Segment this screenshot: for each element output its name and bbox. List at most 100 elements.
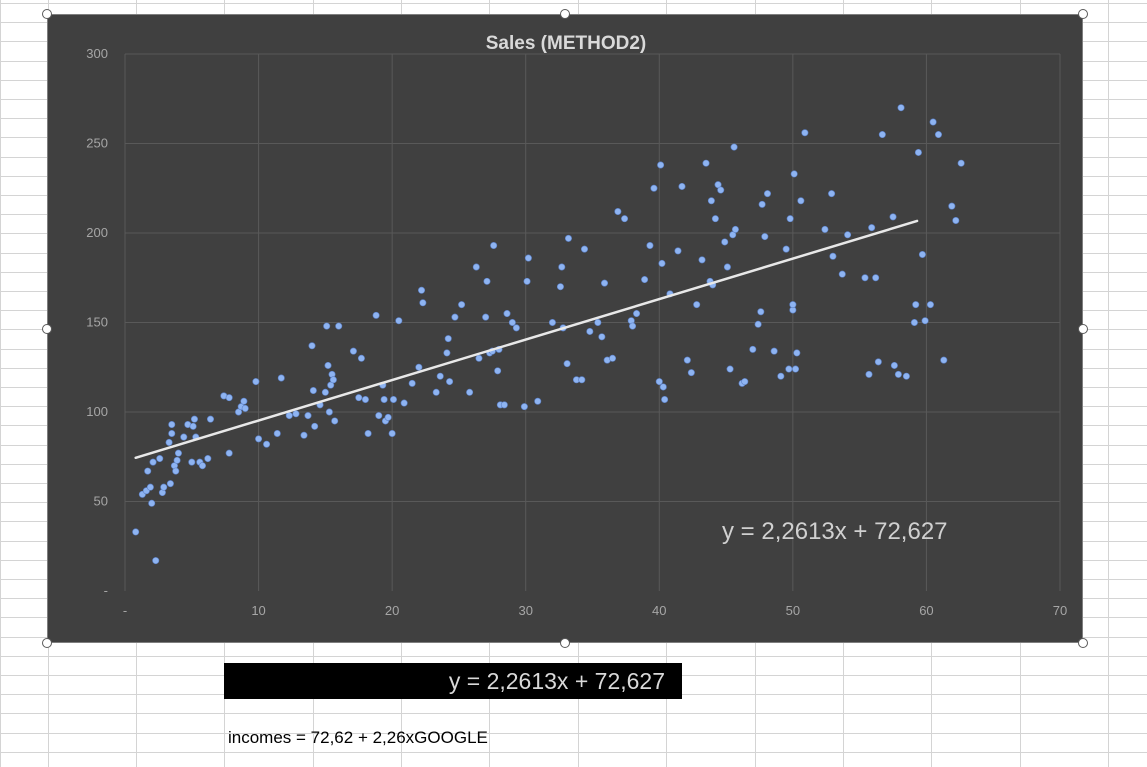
data-point — [189, 422, 197, 430]
data-point — [335, 322, 343, 330]
data-point — [466, 388, 474, 396]
data-point — [785, 365, 793, 373]
x-tick-label: 50 — [786, 603, 800, 618]
resize-handle[interactable] — [1078, 323, 1088, 334]
data-point — [364, 429, 372, 437]
data-point — [180, 433, 188, 441]
data-point — [865, 370, 873, 378]
x-tick-label: 40 — [652, 603, 666, 618]
data-point — [241, 404, 249, 412]
data-point — [868, 224, 876, 232]
data-point — [646, 242, 654, 250]
data-point — [897, 104, 905, 112]
data-point — [614, 208, 622, 216]
data-point — [894, 370, 902, 378]
trendline-equation[interactable]: y = 2,2613x + 72,627 — [722, 518, 948, 545]
data-point — [763, 190, 771, 198]
resize-handle[interactable] — [42, 638, 52, 648]
data-point — [929, 118, 937, 126]
data-point — [458, 301, 466, 309]
data-point — [446, 378, 454, 386]
data-point — [349, 347, 357, 355]
data-point — [578, 376, 586, 384]
data-point — [761, 233, 769, 241]
data-point — [657, 161, 665, 169]
data-points — [132, 104, 965, 565]
data-point — [829, 252, 837, 260]
data-point — [707, 197, 715, 205]
data-point — [152, 557, 160, 565]
data-point — [777, 372, 785, 380]
data-point — [240, 397, 248, 405]
data-point — [166, 480, 174, 488]
data-point — [633, 310, 641, 318]
x-tick-label: 70 — [1053, 603, 1067, 618]
data-point — [556, 283, 564, 291]
data-point — [821, 225, 829, 233]
formula-cell[interactable]: y = 2,2613x + 72,627 — [224, 663, 682, 699]
data-point — [408, 379, 416, 387]
data-point — [698, 256, 706, 264]
income-note-cell[interactable]: incomes = 72,62 + 2,26xGOOGLE — [228, 728, 488, 747]
data-point — [609, 354, 617, 362]
data-point — [323, 322, 331, 330]
data-point — [304, 412, 312, 420]
data-point — [436, 372, 444, 380]
data-point — [586, 327, 594, 335]
data-point — [717, 186, 725, 194]
data-point — [912, 301, 920, 309]
data-point — [523, 277, 531, 285]
y-tick-label: 300 — [86, 46, 108, 61]
data-point — [483, 277, 491, 285]
resize-handle[interactable] — [1078, 638, 1088, 648]
data-point — [384, 413, 392, 421]
x-tick-label: 10 — [251, 603, 265, 618]
resize-handle[interactable] — [560, 638, 570, 648]
formula-cell-text: y = 2,2613x + 72,627 — [448, 667, 665, 694]
data-point — [940, 356, 948, 364]
data-point — [490, 242, 498, 250]
data-point — [792, 365, 800, 373]
data-point — [749, 345, 757, 353]
data-point — [910, 318, 918, 326]
data-point — [355, 394, 363, 402]
data-point — [957, 159, 965, 167]
data-point — [146, 483, 154, 491]
data-point — [726, 365, 734, 373]
data-point — [524, 254, 532, 262]
data-point — [400, 399, 408, 407]
data-point — [758, 200, 766, 208]
data-point — [300, 431, 308, 439]
data-point — [292, 410, 300, 418]
data-point — [661, 395, 669, 403]
data-point — [144, 467, 152, 475]
chart-area[interactable]: Sales (METHOD2) - 50 100 150 200 250 300 - 10 20 3… — [47, 14, 1083, 643]
resize-handle[interactable] — [42, 323, 52, 334]
data-point — [770, 347, 778, 355]
data-point — [432, 388, 440, 396]
data-point — [564, 234, 572, 242]
data-point — [741, 378, 749, 386]
trendline — [134, 219, 919, 460]
data-point — [828, 190, 836, 198]
data-point — [786, 215, 794, 223]
data-point — [693, 301, 701, 309]
data-point — [395, 317, 403, 325]
data-point — [789, 301, 797, 309]
data-point — [388, 429, 396, 437]
data-point — [687, 369, 695, 377]
resize-handle[interactable] — [560, 9, 570, 19]
data-point — [793, 349, 801, 357]
data-point — [168, 421, 176, 429]
data-point — [520, 403, 528, 411]
resize-handle[interactable] — [42, 9, 52, 19]
data-point — [160, 483, 168, 491]
y-tick-label: 50 — [94, 494, 108, 509]
resize-handle[interactable] — [1078, 9, 1088, 19]
data-point — [190, 415, 198, 423]
data-point — [918, 250, 926, 258]
data-point — [148, 499, 156, 507]
y-tick-label: 100 — [86, 404, 108, 419]
data-point — [357, 354, 365, 362]
data-point — [594, 318, 602, 326]
